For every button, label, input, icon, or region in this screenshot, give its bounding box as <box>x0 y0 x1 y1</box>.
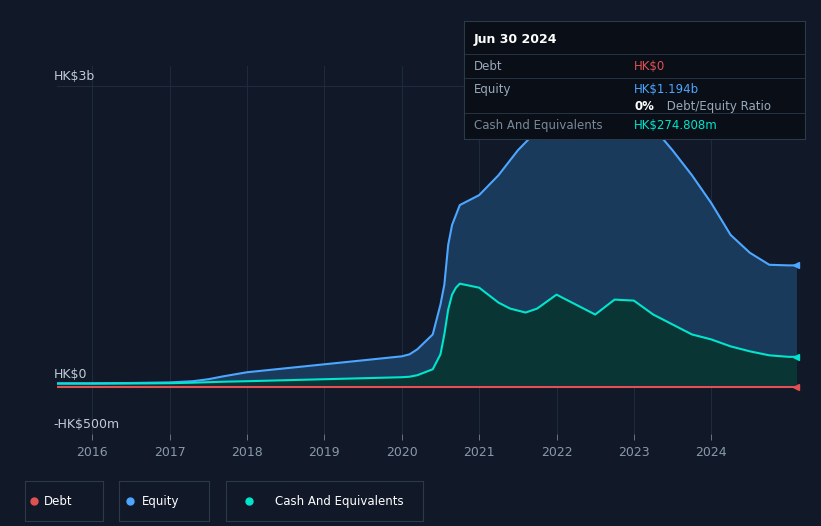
Text: Debt/Equity Ratio: Debt/Equity Ratio <box>663 100 771 113</box>
Text: Cash And Equivalents: Cash And Equivalents <box>474 119 603 132</box>
Text: Equity: Equity <box>141 494 179 508</box>
Text: Cash And Equivalents: Cash And Equivalents <box>275 494 404 508</box>
Text: HK$1.194b: HK$1.194b <box>635 83 699 96</box>
Text: Debt: Debt <box>474 59 502 73</box>
Text: Jun 30 2024: Jun 30 2024 <box>474 33 557 46</box>
Text: HK$3b: HK$3b <box>54 70 95 83</box>
Text: -HK$500m: -HK$500m <box>54 418 120 431</box>
Text: Debt: Debt <box>44 494 73 508</box>
Text: 0%: 0% <box>635 100 654 113</box>
Text: Equity: Equity <box>474 83 511 96</box>
Text: HK$274.808m: HK$274.808m <box>635 119 718 132</box>
Text: HK$0: HK$0 <box>54 369 87 381</box>
Text: HK$0: HK$0 <box>635 59 666 73</box>
